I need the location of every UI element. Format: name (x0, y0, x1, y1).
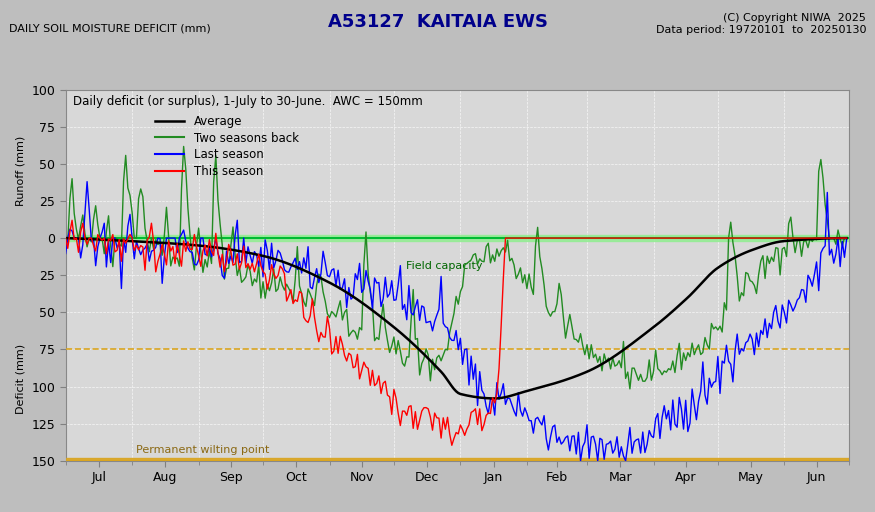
Text: Daily deficit (or surplus), 1-July to 30-June.  AWC = 150mm: Daily deficit (or surplus), 1-July to 30… (74, 95, 423, 108)
Text: Deficit (mm): Deficit (mm) (15, 344, 25, 414)
Bar (66, 458, 849, 468)
Text: Runoff (mm): Runoff (mm) (15, 136, 25, 206)
Bar (66, 235, 849, 241)
Text: A53127  KAITAIA EWS: A53127 KAITAIA EWS (327, 13, 548, 31)
Legend: Average, Two seasons back, Last season, This season: Average, Two seasons back, Last season, … (150, 111, 304, 182)
Text: Permanent wilting point: Permanent wilting point (136, 445, 270, 455)
Text: Field capacity: Field capacity (406, 261, 483, 271)
Text: DAILY SOIL MOISTURE DEFICIT (mm): DAILY SOIL MOISTURE DEFICIT (mm) (9, 23, 211, 33)
Text: (C) Copyright NIWA  2025: (C) Copyright NIWA 2025 (724, 13, 866, 23)
Text: Data period: 19720101  to  20250130: Data period: 19720101 to 20250130 (655, 25, 866, 35)
